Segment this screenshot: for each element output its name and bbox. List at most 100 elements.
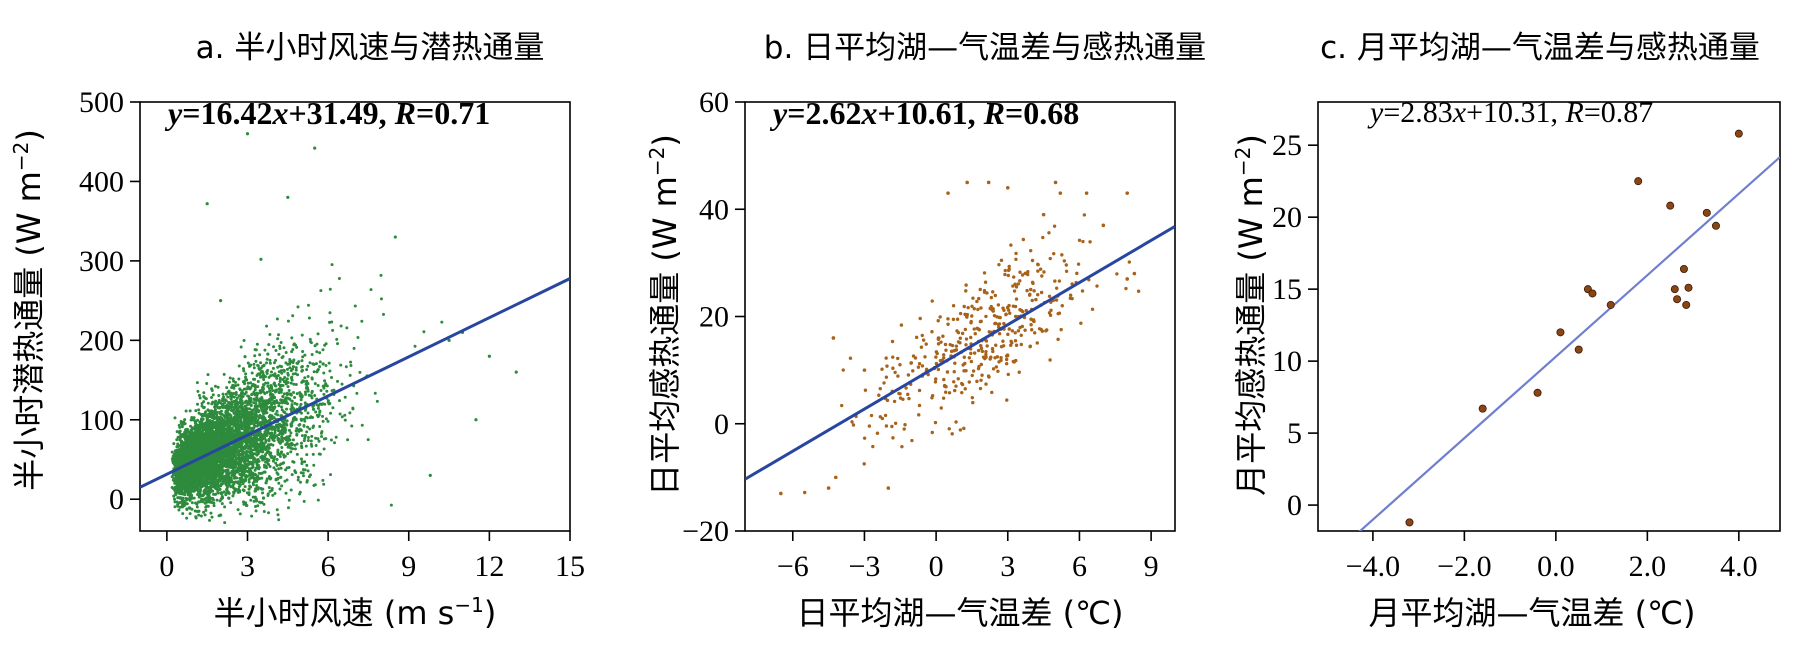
- data-point: [183, 479, 187, 483]
- data-point: [238, 404, 242, 408]
- data-point: [277, 453, 281, 457]
- data-point: [270, 486, 274, 490]
- data-point: [230, 484, 234, 488]
- data-point: [173, 489, 177, 493]
- data-point: [234, 398, 238, 402]
- data-point: [277, 352, 281, 356]
- data-point: [288, 438, 292, 442]
- data-point: [225, 487, 229, 491]
- data-point: [224, 399, 228, 403]
- data-point: [317, 413, 321, 417]
- data-point: [271, 493, 275, 497]
- data-point: [170, 450, 174, 454]
- data-point: [196, 418, 200, 422]
- data-point: [276, 365, 280, 369]
- data-point: [248, 418, 252, 422]
- data-point: [234, 428, 238, 432]
- data-point: [267, 438, 271, 442]
- data-point: [216, 465, 220, 469]
- data-point: [285, 466, 289, 470]
- data-point: [308, 361, 312, 365]
- data-point: [289, 407, 293, 411]
- data-point: [191, 417, 195, 421]
- data-point: [251, 495, 255, 499]
- data-point: [267, 485, 271, 489]
- data-point: [248, 439, 252, 443]
- data-point: [204, 496, 208, 500]
- data-point: [237, 464, 241, 468]
- data-point: [318, 351, 322, 355]
- data-point: [318, 425, 322, 429]
- data-point: [238, 422, 242, 426]
- data-point: [198, 396, 202, 400]
- data-point: [273, 425, 277, 429]
- data-point: [176, 445, 180, 449]
- data-point: [211, 497, 215, 501]
- data-point: [325, 389, 329, 393]
- data-point: [221, 398, 225, 402]
- data-point: [279, 425, 283, 429]
- data-point: [197, 513, 201, 517]
- data-point: [186, 439, 190, 443]
- data-point: [316, 498, 320, 502]
- data-point: [197, 493, 201, 497]
- data-point: [263, 453, 267, 457]
- data-point: [369, 288, 373, 292]
- data-point: [298, 490, 302, 494]
- data-point: [285, 367, 289, 371]
- data-point: [191, 443, 195, 447]
- data-point: [272, 345, 276, 349]
- data-point: [244, 372, 248, 376]
- data-point: [314, 362, 318, 366]
- data-point: [183, 493, 187, 497]
- data-point: [284, 351, 288, 355]
- data-point: [328, 369, 332, 373]
- data-point: [217, 393, 221, 397]
- data-point: [244, 407, 248, 411]
- data-point: [213, 384, 217, 388]
- data-point: [291, 314, 295, 318]
- data-point: [221, 392, 225, 396]
- data-point: [243, 502, 247, 506]
- data-point: [264, 381, 268, 385]
- data-point: [255, 342, 259, 346]
- data-point: [208, 518, 212, 522]
- data-point: [222, 395, 226, 399]
- data-point: [181, 496, 185, 500]
- data-point: [317, 439, 321, 443]
- data-point: [181, 444, 185, 448]
- data-point: [243, 392, 247, 396]
- data-point: [219, 477, 223, 481]
- data-point: [236, 490, 240, 494]
- data-point: [301, 379, 305, 383]
- data-point: [175, 430, 179, 434]
- data-point: [303, 468, 307, 472]
- data-point: [187, 431, 191, 435]
- data-point: [268, 426, 272, 430]
- data-point: [241, 380, 245, 384]
- data-point: [234, 487, 238, 491]
- data-point: [247, 487, 251, 491]
- data-point: [222, 475, 226, 479]
- data-point: [266, 492, 270, 496]
- data-point: [274, 349, 278, 353]
- data-point: [210, 388, 214, 392]
- data-point: [324, 382, 328, 386]
- data-point: [315, 350, 319, 354]
- data-point: [243, 485, 247, 489]
- data-point: [258, 353, 262, 357]
- data-point: [311, 452, 315, 456]
- data-point: [202, 414, 206, 418]
- data-point: [233, 476, 237, 480]
- data-point: [274, 468, 278, 472]
- data-point: [277, 404, 281, 408]
- data-point: [373, 391, 377, 395]
- data-point: [217, 470, 221, 474]
- data-point: [303, 390, 307, 394]
- data-point: [328, 320, 332, 324]
- data-point: [264, 481, 268, 485]
- data-point: [337, 399, 341, 403]
- data-point: [220, 468, 224, 472]
- data-point: [211, 410, 215, 414]
- data-point: [339, 363, 343, 367]
